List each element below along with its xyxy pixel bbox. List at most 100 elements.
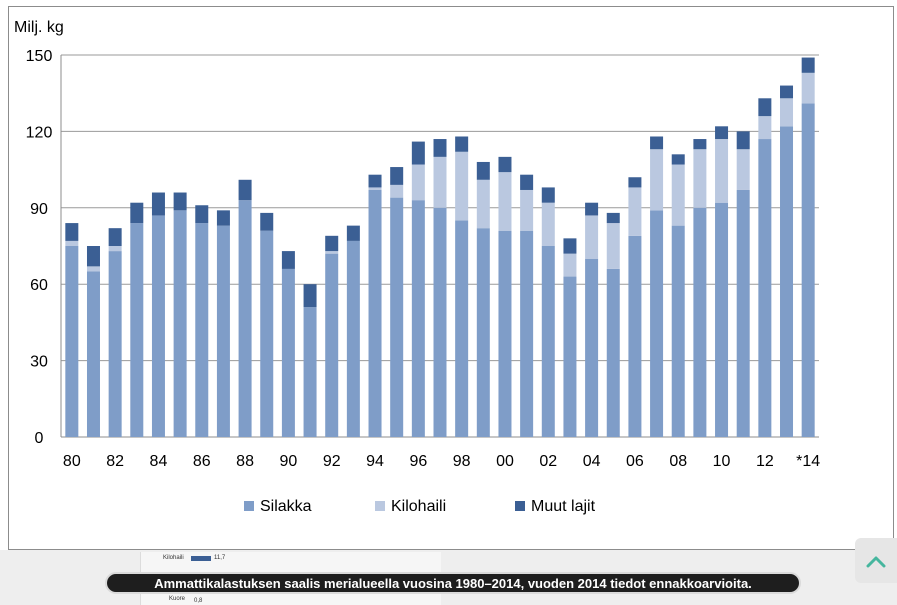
sheet-label-kuore: Kuore (169, 596, 186, 602)
bar-segment (758, 139, 772, 438)
bar-segment (780, 98, 794, 127)
bar-segment (390, 197, 404, 437)
sheet-value-kilohaili: 11,7 (214, 555, 226, 561)
bar-segment (693, 207, 707, 437)
bar-segment (216, 225, 230, 437)
bar-segment (173, 210, 187, 437)
bar-segment (108, 228, 122, 246)
bar-segment (585, 258, 599, 437)
sheet-value-kuore: 0,8 (194, 598, 203, 604)
bar-segment (151, 192, 165, 216)
bar-segment (346, 240, 360, 437)
bar-segment (368, 187, 382, 190)
bar-segment (325, 235, 339, 252)
legend-label: Muut lajit (531, 498, 596, 515)
x-tick-label: 12 (756, 453, 774, 470)
x-tick-label: 04 (583, 453, 601, 470)
bar-segment (368, 189, 382, 437)
scroll-to-top-button[interactable] (855, 538, 897, 583)
sheet-label-kilohaili: Kilohaili (163, 555, 184, 561)
bar-segment (86, 271, 100, 437)
bar-segment (671, 154, 685, 165)
bar-segment (736, 189, 750, 437)
bar-segment (86, 266, 100, 272)
bar-segment (108, 246, 122, 252)
image-caption: Ammattikalastuksen saalis merialueella v… (105, 572, 801, 594)
bar-segment (411, 164, 425, 201)
bar-segment (498, 156, 512, 173)
chevron-up-icon (866, 556, 886, 567)
bar-segment (65, 246, 79, 437)
bar-segment (801, 103, 815, 438)
y-tick-label: 60 (30, 277, 48, 294)
bar-segment (325, 251, 339, 254)
bar-segment (65, 223, 79, 241)
bar-segment (541, 202, 555, 246)
y-tick-label: 0 (35, 430, 44, 447)
x-tick-label: 90 (280, 453, 298, 470)
bar-segment (390, 167, 404, 185)
bar-segment (585, 202, 599, 216)
bar-segment (801, 57, 815, 73)
y-axis-label: Milj. kg (14, 19, 64, 36)
x-tick-label: 08 (669, 453, 687, 470)
bar-segment (736, 149, 750, 190)
bar-segment (476, 228, 490, 437)
legend-label: Silakka (260, 498, 312, 515)
x-tick-label: 80 (63, 453, 81, 470)
bar-segment (715, 139, 729, 203)
bar-segment (195, 223, 209, 437)
bar-segment (693, 149, 707, 208)
bar-segment (325, 253, 339, 437)
bar-segment (411, 200, 425, 437)
bar-segment (650, 210, 664, 437)
y-tick-label: 30 (30, 354, 48, 371)
bar-segment (801, 72, 815, 104)
bar-segment (628, 177, 642, 188)
bar-segment (476, 161, 490, 180)
bar-segment (455, 220, 469, 437)
bar-segment (606, 268, 620, 437)
bar-segment (476, 179, 490, 229)
bar-segment (650, 149, 664, 211)
bar-segment (715, 202, 729, 437)
legend-swatch (375, 501, 385, 511)
bar-segment (130, 202, 144, 224)
bar-segment (390, 184, 404, 198)
bar-segment (86, 246, 100, 267)
bar-segment (650, 136, 664, 150)
x-tick-label: 98 (453, 453, 471, 470)
bar-segment (780, 85, 794, 99)
bar-segment (455, 151, 469, 221)
bar-segment (130, 223, 144, 437)
bar-segment (736, 131, 750, 150)
y-tick-label: 120 (26, 124, 53, 141)
bar-segment (541, 246, 555, 437)
x-tick-label: 94 (366, 453, 384, 470)
bar-segment (303, 307, 317, 437)
bar-segment (281, 251, 295, 269)
bar-segment (563, 238, 577, 254)
legend-swatch (244, 501, 254, 511)
bar-segment (216, 210, 230, 226)
x-tick-label: *14 (796, 453, 820, 470)
legend-label: Kilohaili (391, 498, 446, 515)
chart-frame: 0 30 60 90 120 150 80 82 84 86 88 90 92 94 96 98 00 02 04… (8, 6, 894, 550)
bar-segment (303, 284, 317, 308)
x-tick-label: 84 (150, 453, 168, 470)
bar-segment (260, 230, 274, 437)
bar-segment (65, 240, 79, 246)
bar-segment (433, 207, 447, 437)
x-tick-label: 92 (323, 453, 341, 470)
bar-segment (606, 223, 620, 269)
bar-segment (693, 139, 707, 150)
bar-segment (151, 215, 165, 437)
bar-segment (498, 230, 512, 437)
legend: Silakka Kilohaili Muut lajit (244, 498, 596, 515)
x-tick-label: 06 (626, 453, 644, 470)
bar-segment (108, 251, 122, 437)
bar-segment (520, 189, 534, 231)
bar-segment (411, 141, 425, 165)
bar-segment (281, 268, 295, 437)
bar-segment (585, 215, 599, 259)
